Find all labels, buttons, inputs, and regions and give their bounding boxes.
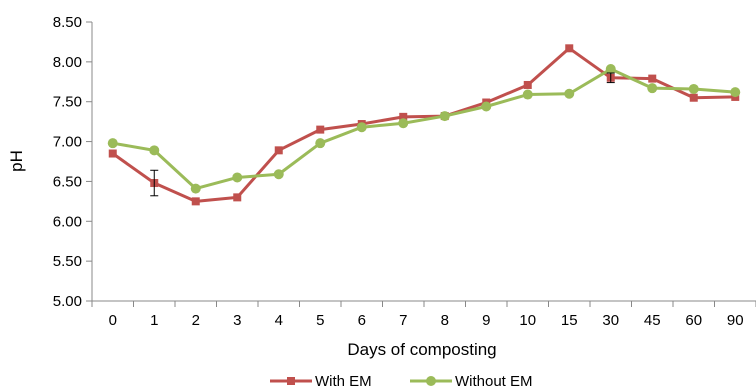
x-ticks: 0 1 2 3 4 5 6 7 8 9 10 15 30 45 60 90 — [91, 301, 756, 329]
data-point — [273, 169, 284, 180]
data-point — [688, 83, 699, 94]
data-point — [689, 93, 698, 102]
x-axis-title: Days of composting — [347, 340, 496, 359]
data-point — [398, 118, 409, 129]
data-point — [648, 74, 657, 83]
data-point — [233, 193, 242, 202]
x-tick-label: 1 — [150, 312, 158, 329]
data-point — [481, 101, 492, 112]
data-point — [274, 146, 283, 155]
legend-label: Without EM — [455, 373, 533, 390]
x-tick-label: 8 — [441, 312, 449, 329]
data-point — [356, 122, 367, 133]
data-point — [647, 83, 658, 94]
x-tick-label: 5 — [316, 312, 324, 329]
legend-item: Without EM — [410, 373, 533, 390]
data-point — [730, 87, 741, 98]
series-1 — [108, 44, 740, 206]
error-bar — [606, 72, 615, 84]
x-tick-label: 6 — [358, 312, 366, 329]
x-tick-label: 45 — [644, 312, 661, 329]
x-tick-label: 0 — [109, 312, 117, 329]
data-point — [232, 172, 243, 183]
data-point — [439, 111, 450, 122]
data-point — [108, 149, 117, 158]
y-tick-label: 6.50 — [53, 173, 82, 190]
legend-label: With EM — [315, 373, 372, 390]
error-bar — [150, 169, 159, 197]
x-tick-label: 7 — [399, 312, 407, 329]
axes — [91, 22, 756, 302]
y-tick-label: 8.00 — [53, 54, 82, 71]
data-point — [565, 44, 574, 53]
data-point — [190, 183, 201, 194]
legend: With EM Without EM — [270, 373, 533, 390]
y-tick-label: 8.50 — [53, 14, 82, 31]
data-point — [564, 88, 575, 99]
x-tick-label: 10 — [519, 312, 536, 329]
x-tick-label: 90 — [727, 312, 744, 329]
y-tick-label: 5.00 — [53, 293, 82, 310]
x-tick-label: 4 — [275, 312, 283, 329]
y-ticks: 5.00 5.50 6.00 6.50 7.00 7.50 8.00 8.50 — [53, 14, 92, 310]
x-tick-label: 9 — [482, 312, 490, 329]
legend-marker — [426, 376, 436, 386]
x-tick-label: 60 — [685, 312, 702, 329]
y-tick-label: 6.00 — [53, 213, 82, 230]
y-tick-label: 5.50 — [53, 253, 82, 270]
series-2 — [107, 64, 741, 194]
data-point — [523, 80, 532, 89]
x-tick-label: 30 — [602, 312, 619, 329]
legend-item: With EM — [270, 373, 372, 390]
series-layer — [107, 44, 741, 206]
y-axis-title: pH — [7, 150, 26, 172]
y-tick-label: 7.50 — [53, 94, 82, 111]
x-tick-label: 15 — [561, 312, 578, 329]
data-point — [522, 89, 533, 100]
series-line — [112, 67, 736, 191]
data-point — [315, 138, 326, 149]
x-tick-label: 3 — [233, 312, 241, 329]
y-tick-label: 7.00 — [53, 134, 82, 151]
data-point — [399, 112, 408, 121]
data-point — [191, 197, 200, 206]
data-point — [316, 125, 325, 134]
data-point — [149, 145, 160, 156]
legend-marker — [287, 377, 295, 385]
x-tick-label: 2 — [192, 312, 200, 329]
series-line — [111, 46, 736, 203]
data-point — [605, 64, 616, 75]
data-point — [107, 138, 118, 149]
